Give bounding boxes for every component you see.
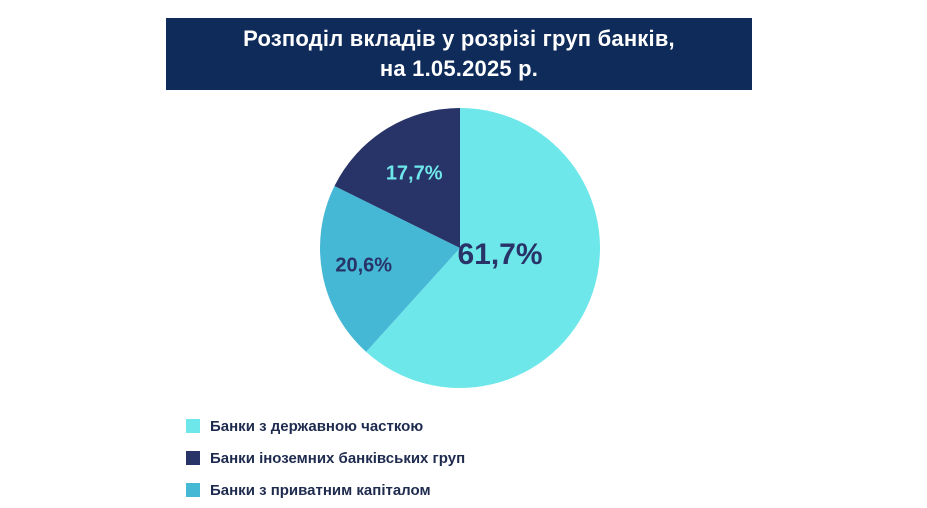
pie-slice-2 bbox=[320, 186, 460, 352]
legend-label-state: Банки з державною часткою bbox=[210, 417, 424, 435]
legend-item-state: Банки з державною часткою bbox=[186, 412, 465, 440]
pie-chart: 61,7% 20,6% 17,7% bbox=[300, 100, 620, 400]
legend-label-foreign: Банки іноземних банківських груп bbox=[210, 449, 466, 467]
pie-slice-1 bbox=[366, 108, 600, 388]
pie-label-2: 20,6% bbox=[335, 255, 392, 277]
chart-title-line-1: Розподіл вкладів у розрізі груп банків, bbox=[243, 26, 675, 51]
pie-chart-svg: 61,7% 20,6% 17,7% bbox=[320, 108, 600, 388]
legend-swatch-foreign bbox=[186, 451, 200, 465]
pie-label-3: 17,7% bbox=[386, 163, 443, 185]
legend-item-private: Банки з приватним капіталом bbox=[186, 476, 465, 504]
pie-slice-3 bbox=[334, 108, 460, 248]
legend: Банки з державною часткою Банки іноземни… bbox=[186, 412, 465, 508]
legend-swatch-private bbox=[186, 483, 200, 497]
pie-label-1: 61,7% bbox=[457, 238, 542, 271]
legend-item-foreign: Банки іноземних банківських груп bbox=[186, 444, 465, 472]
chart-title-line-2: на 1.05.2025 р. bbox=[379, 56, 539, 81]
legend-label-private: Банки з приватним капіталом bbox=[210, 481, 431, 499]
title-banner: Розподіл вкладів у розрізі груп банків, … bbox=[166, 18, 752, 90]
legend-swatch-state bbox=[186, 419, 200, 433]
